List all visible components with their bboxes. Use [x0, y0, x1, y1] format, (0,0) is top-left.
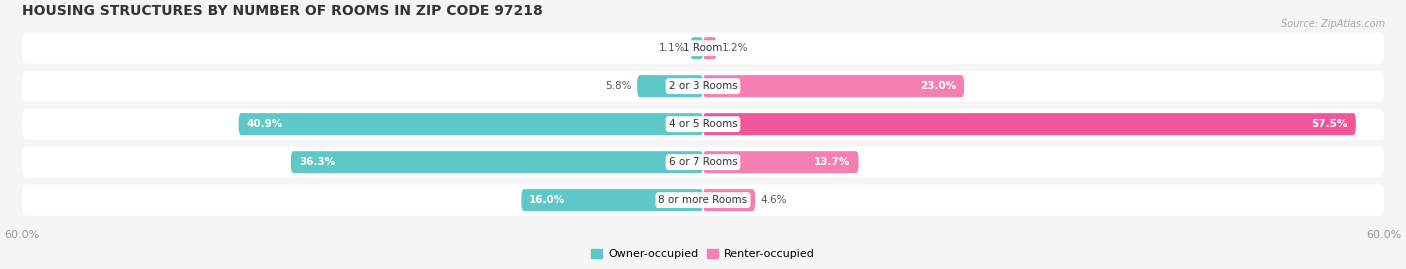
Text: 5.8%: 5.8%	[605, 81, 631, 91]
Text: 4 or 5 Rooms: 4 or 5 Rooms	[669, 119, 737, 129]
Text: 40.9%: 40.9%	[246, 119, 283, 129]
Text: 57.5%: 57.5%	[1312, 119, 1348, 129]
Text: 1.2%: 1.2%	[723, 43, 749, 53]
Text: Source: ZipAtlas.com: Source: ZipAtlas.com	[1281, 19, 1385, 29]
Text: 2 or 3 Rooms: 2 or 3 Rooms	[669, 81, 737, 91]
Text: 1.1%: 1.1%	[658, 43, 685, 53]
FancyBboxPatch shape	[21, 147, 1385, 178]
FancyBboxPatch shape	[239, 113, 703, 135]
Legend: Owner-occupied, Renter-occupied: Owner-occupied, Renter-occupied	[586, 244, 820, 264]
FancyBboxPatch shape	[21, 70, 1385, 102]
Text: 36.3%: 36.3%	[299, 157, 335, 167]
Text: 4.6%: 4.6%	[761, 195, 787, 205]
FancyBboxPatch shape	[21, 109, 1385, 140]
FancyBboxPatch shape	[522, 189, 703, 211]
Text: HOUSING STRUCTURES BY NUMBER OF ROOMS IN ZIP CODE 97218: HOUSING STRUCTURES BY NUMBER OF ROOMS IN…	[21, 4, 543, 18]
FancyBboxPatch shape	[21, 33, 1385, 64]
FancyBboxPatch shape	[690, 37, 703, 59]
Text: 13.7%: 13.7%	[814, 157, 851, 167]
Text: 6 or 7 Rooms: 6 or 7 Rooms	[669, 157, 737, 167]
FancyBboxPatch shape	[703, 37, 717, 59]
FancyBboxPatch shape	[21, 185, 1385, 216]
FancyBboxPatch shape	[703, 75, 965, 97]
FancyBboxPatch shape	[703, 151, 859, 173]
Text: 8 or more Rooms: 8 or more Rooms	[658, 195, 748, 205]
FancyBboxPatch shape	[703, 113, 1355, 135]
FancyBboxPatch shape	[703, 189, 755, 211]
Text: 1 Room: 1 Room	[683, 43, 723, 53]
FancyBboxPatch shape	[637, 75, 703, 97]
Text: 23.0%: 23.0%	[920, 81, 956, 91]
Text: 16.0%: 16.0%	[529, 195, 565, 205]
FancyBboxPatch shape	[291, 151, 703, 173]
